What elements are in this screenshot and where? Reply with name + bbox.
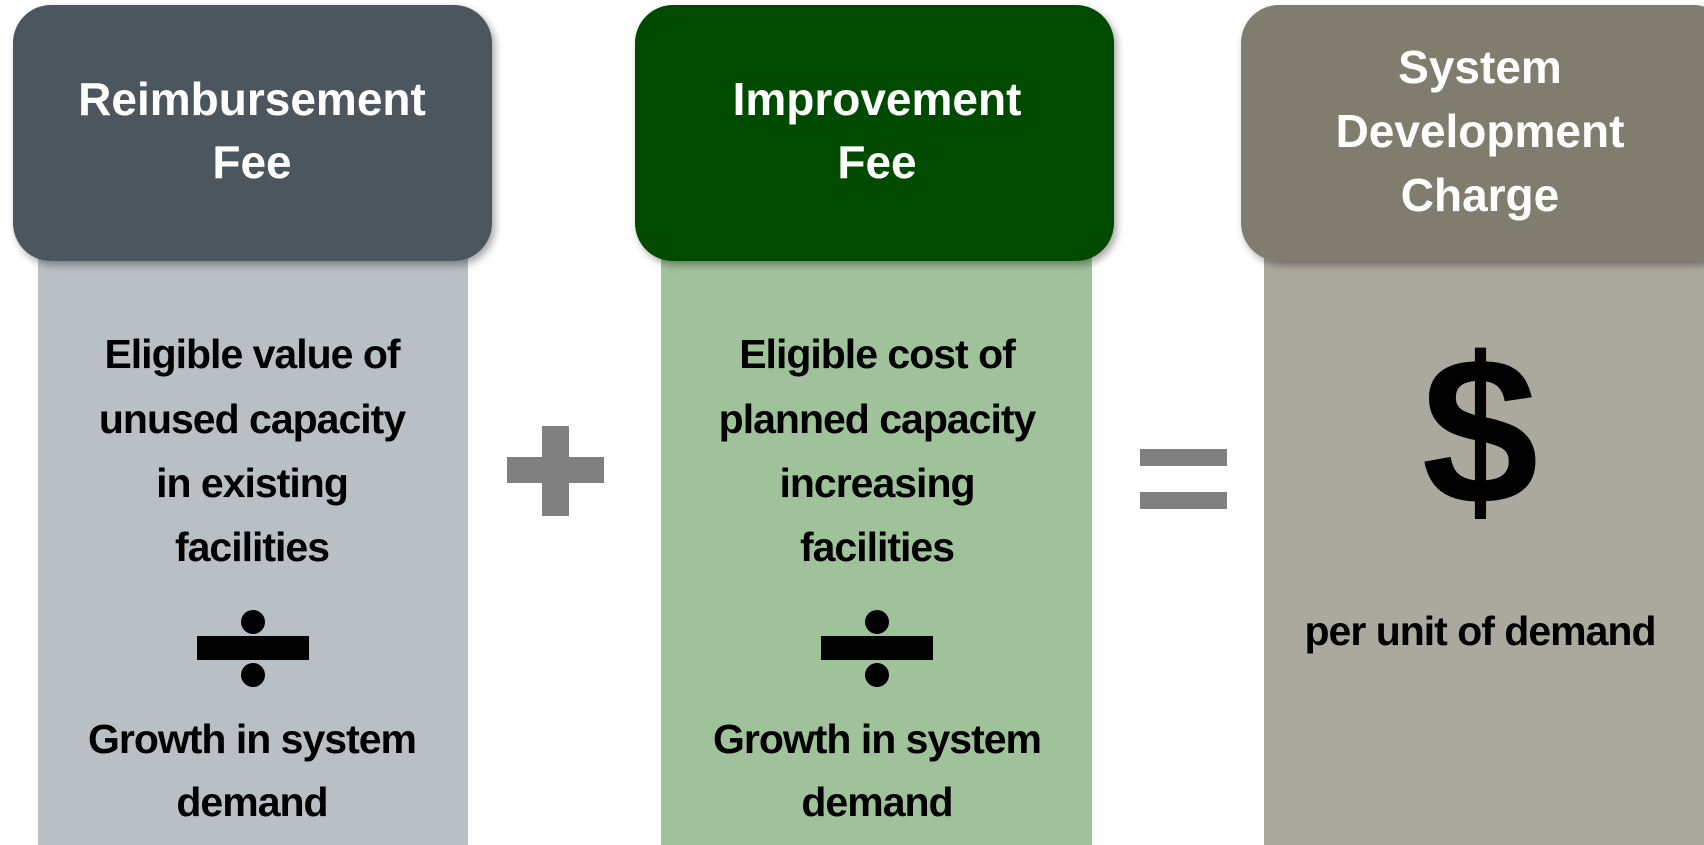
numerator-text: increasing bbox=[779, 460, 974, 506]
numerator-text: facilities bbox=[175, 524, 329, 570]
numerator-text: planned capacity bbox=[719, 396, 1037, 442]
numerator-text: in existing bbox=[156, 460, 348, 506]
panel bbox=[1264, 240, 1704, 845]
header-text: Fee bbox=[212, 136, 291, 188]
header-text: Improvement bbox=[733, 73, 1022, 125]
body-text: per unit of demand bbox=[1305, 608, 1656, 654]
equals-sign bbox=[1140, 492, 1227, 509]
texts: Reimbursement Fee Eligible value of unused … bbox=[78, 41, 1656, 825]
header-box bbox=[635, 5, 1114, 261]
header-text: Development bbox=[1336, 105, 1625, 157]
header-text: Fee bbox=[837, 136, 916, 188]
header-text: Charge bbox=[1401, 169, 1559, 221]
dollar-symbol: $ bbox=[1422, 313, 1539, 548]
numerator-text: facilities bbox=[800, 524, 954, 570]
equals-sign bbox=[1140, 449, 1227, 466]
header-text: System bbox=[1398, 41, 1562, 93]
header-box bbox=[1241, 5, 1704, 261]
plus-sign bbox=[542, 426, 569, 516]
numerator-text: unused capacity bbox=[99, 396, 406, 442]
denominator-text: Growth in system bbox=[713, 716, 1041, 762]
header-text: Reimbursement bbox=[78, 73, 426, 125]
panel bbox=[661, 240, 1092, 845]
denominator-text: Growth in system bbox=[88, 716, 416, 762]
numerator-text: Eligible value of bbox=[104, 331, 400, 377]
denominator-text: demand bbox=[801, 779, 952, 825]
denominator-text: demand bbox=[176, 779, 327, 825]
header-box bbox=[13, 5, 492, 261]
divide-sign bbox=[197, 610, 309, 687]
numerator-text: Eligible cost of bbox=[739, 331, 1016, 377]
panel bbox=[38, 240, 468, 845]
divide-sign bbox=[821, 610, 933, 687]
